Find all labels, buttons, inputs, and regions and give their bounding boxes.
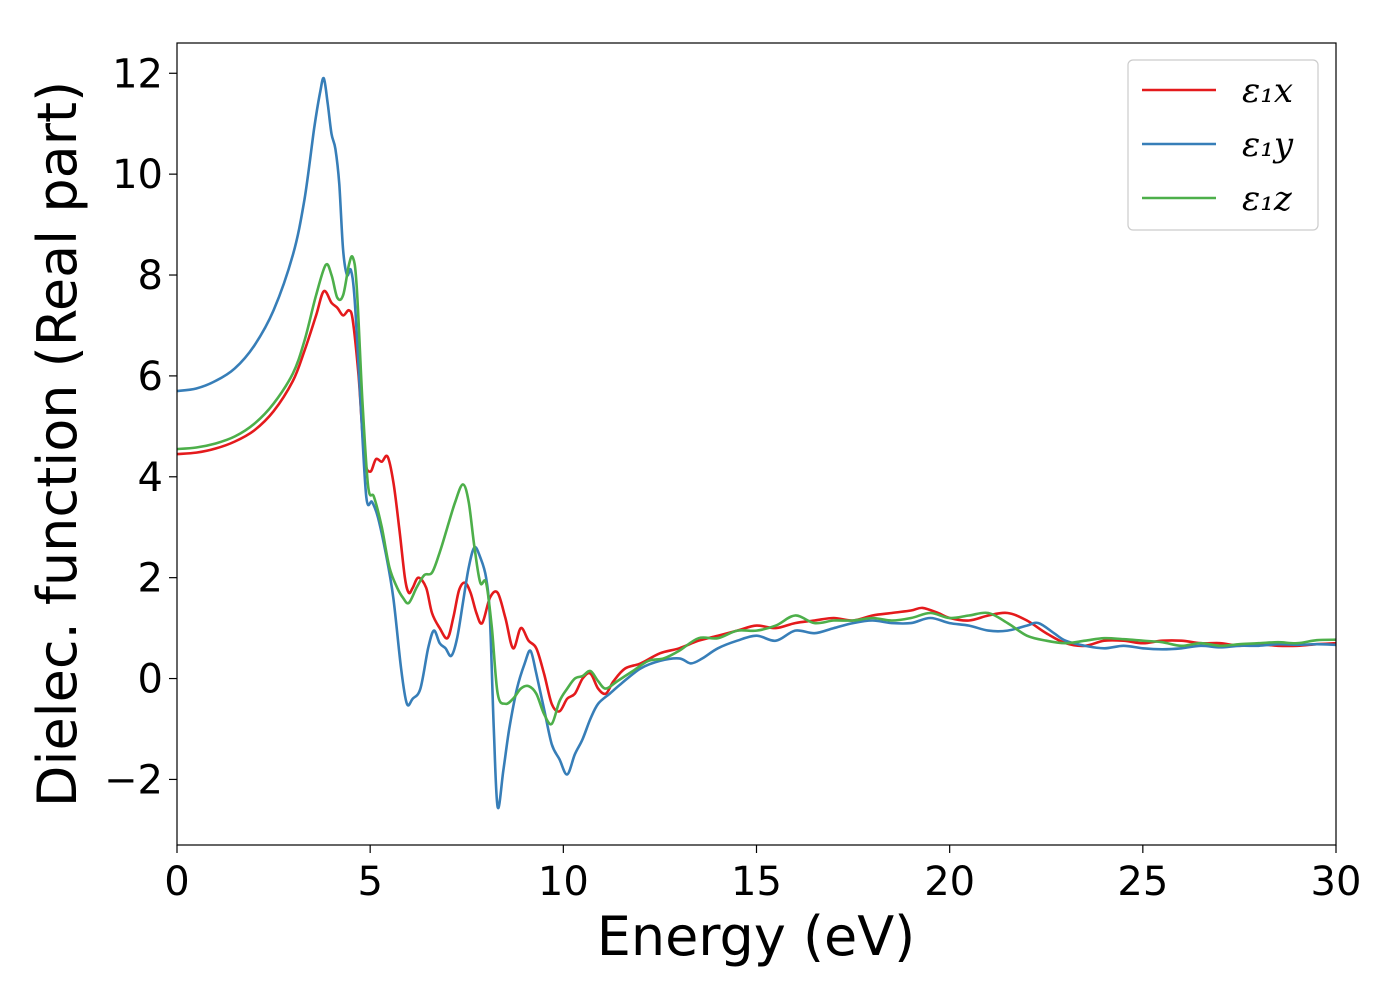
legend-label: ε₁z bbox=[1242, 179, 1293, 219]
y-tick-label: 6 bbox=[138, 354, 163, 400]
x-tick-label: 15 bbox=[731, 859, 782, 905]
x-tick-label: 0 bbox=[164, 859, 189, 905]
series-layer bbox=[176, 76, 1337, 810]
legend-label: ε₁y bbox=[1242, 125, 1294, 165]
legend: ε₁x ε₁y ε₁z bbox=[1127, 59, 1319, 231]
y-axis-title: Dielec. function (Real part) bbox=[26, 81, 89, 807]
x-tick-label: 20 bbox=[924, 859, 975, 905]
x-tick-label: 5 bbox=[357, 859, 382, 905]
legend-label: ε₁x bbox=[1242, 71, 1293, 111]
x-tick-label: 25 bbox=[1117, 859, 1168, 905]
x-tick-label: 30 bbox=[1311, 859, 1362, 905]
y-tick-label: 12 bbox=[112, 51, 163, 97]
x-axis: 0 5 10 15 20 25 30 bbox=[164, 845, 1361, 905]
y-tick-label: 0 bbox=[138, 657, 163, 703]
y-tick-label: 2 bbox=[138, 556, 163, 602]
y-tick-label: 8 bbox=[138, 253, 163, 299]
legend-box bbox=[1127, 59, 1319, 231]
x-tick-label: 10 bbox=[538, 859, 589, 905]
y-tick-label: −2 bbox=[104, 757, 163, 803]
y-axis: −2 0 2 4 6 8 10 12 bbox=[104, 51, 177, 803]
x-axis-title: Energy (eV) bbox=[597, 905, 916, 968]
y-tick-label: 4 bbox=[138, 455, 163, 501]
series-line-2 bbox=[176, 254, 1337, 726]
y-tick-label: 10 bbox=[112, 152, 163, 198]
